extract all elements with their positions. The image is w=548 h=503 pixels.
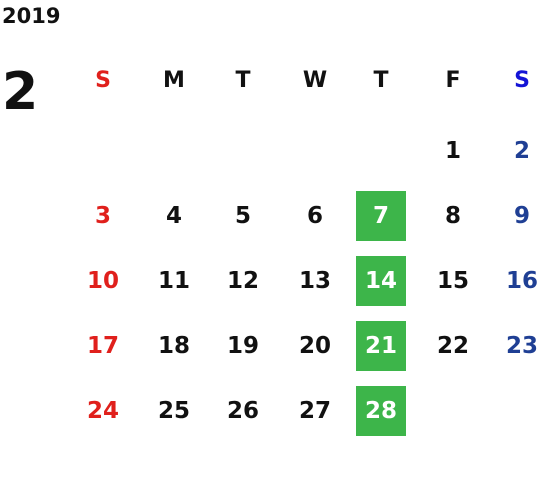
day: 5 xyxy=(234,203,251,229)
weekday-header: F xyxy=(445,67,461,93)
day: 23 xyxy=(505,333,538,359)
day: 6 xyxy=(306,203,323,229)
day: 4 xyxy=(165,203,182,229)
weekday-header: S xyxy=(95,67,111,93)
day: 16 xyxy=(505,268,538,294)
day: 8 xyxy=(444,203,461,229)
day: 2 xyxy=(513,138,530,164)
weekday-header: T xyxy=(373,67,389,93)
day: 20 xyxy=(298,333,331,359)
month: 2 xyxy=(2,62,39,122)
weekday-header: M xyxy=(163,67,185,93)
day: 1 xyxy=(444,138,461,164)
day: 25 xyxy=(157,398,190,424)
day: 26 xyxy=(226,398,259,424)
day: 14 xyxy=(356,256,406,306)
day: 3 xyxy=(94,203,111,229)
weekday-header: T xyxy=(235,67,251,93)
day: 12 xyxy=(226,268,259,294)
day: 24 xyxy=(86,398,119,424)
weekday-header: W xyxy=(302,67,328,93)
day: 15 xyxy=(436,268,469,294)
day: 13 xyxy=(298,268,331,294)
day: 28 xyxy=(356,386,406,436)
day: 21 xyxy=(356,321,406,371)
day: 18 xyxy=(157,333,190,359)
day: 19 xyxy=(226,333,259,359)
day: 7 xyxy=(356,191,406,241)
day: 11 xyxy=(157,268,190,294)
day: 10 xyxy=(86,268,119,294)
weekday-header: S xyxy=(514,67,530,93)
day: 27 xyxy=(298,398,331,424)
year: 2019 xyxy=(2,4,61,28)
day: 17 xyxy=(86,333,119,359)
day: 9 xyxy=(513,203,530,229)
day: 22 xyxy=(436,333,469,359)
